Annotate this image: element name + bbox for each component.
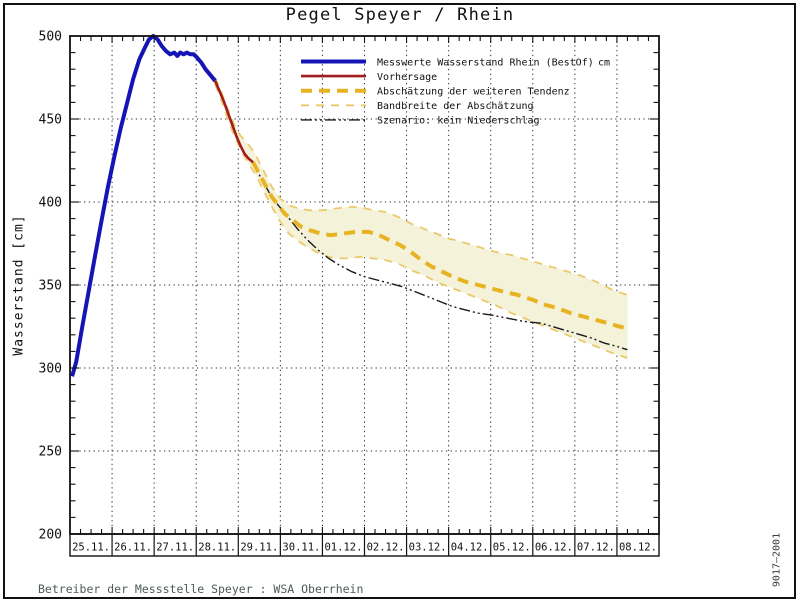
series-vorhersage — [213, 80, 254, 164]
series-messwerte-wasserstand-rhein-bestof — [70, 34, 217, 377]
legend-label-4: Szenario: kein Niederschlag — [377, 116, 540, 127]
x-tick-label: 04.12. — [451, 542, 489, 554]
legend-label-2: Abschätzung der weiteren Tendenz — [377, 87, 570, 98]
y-tick-label: 300 — [39, 362, 62, 377]
confidence-band — [215, 77, 628, 358]
drawing-id-label: 9017–2001 — [771, 532, 783, 588]
y-tick-label: 200 — [39, 528, 62, 543]
x-tick-label: 02.12. — [367, 542, 405, 554]
y-tick-label: 350 — [39, 279, 62, 294]
legend-label-1: Vorhersage — [377, 72, 437, 83]
page-border — [3, 3, 796, 599]
x-tick-label: 28.11. — [198, 542, 236, 554]
band-border-upper — [214, 77, 628, 296]
legend-unit-label: cm — [598, 57, 610, 68]
x-tick-label: 26.11. — [114, 542, 152, 554]
footer: Betreiber der Messstelle Speyer : WSA Ob… — [38, 557, 723, 600]
x-tick-label: 06.12. — [535, 542, 573, 554]
y-tick-label: 250 — [39, 445, 62, 460]
series-szenario-kein-niederschlag — [252, 161, 628, 351]
footer-line-operator: Betreiber der Messstelle Speyer : WSA Ob… — [38, 582, 364, 597]
x-tick-label: 03.12. — [409, 542, 447, 554]
x-tick-label: 07.12. — [577, 542, 615, 554]
y-tick-label: 400 — [39, 196, 62, 211]
chart-title: Pegel Speyer / Rhein — [285, 5, 515, 25]
x-tick-label: 01.12. — [324, 542, 362, 554]
x-tick-label: 30.11. — [282, 542, 320, 554]
legend-label-3: Bandbreite der Abschätzung — [377, 101, 534, 112]
band-border-lower — [214, 83, 628, 359]
x-tick-label: 27.11. — [156, 542, 194, 554]
x-tick-label: 05.12. — [493, 542, 531, 554]
y-tick-label: 450 — [39, 113, 62, 128]
x-tick-label: 25.11. — [72, 542, 110, 554]
y-tick-label: 500 — [39, 30, 62, 45]
x-tick-label: 29.11. — [240, 542, 278, 554]
legend-label-0: Messwerte Wasserstand Rhein (BestOf) — [377, 57, 594, 68]
series-absch-tzung-der-weiteren-tendenz — [251, 161, 628, 331]
y-axis-title: Wasserstand [cm] — [11, 214, 27, 356]
x-tick-label: 08.12. — [619, 542, 657, 554]
